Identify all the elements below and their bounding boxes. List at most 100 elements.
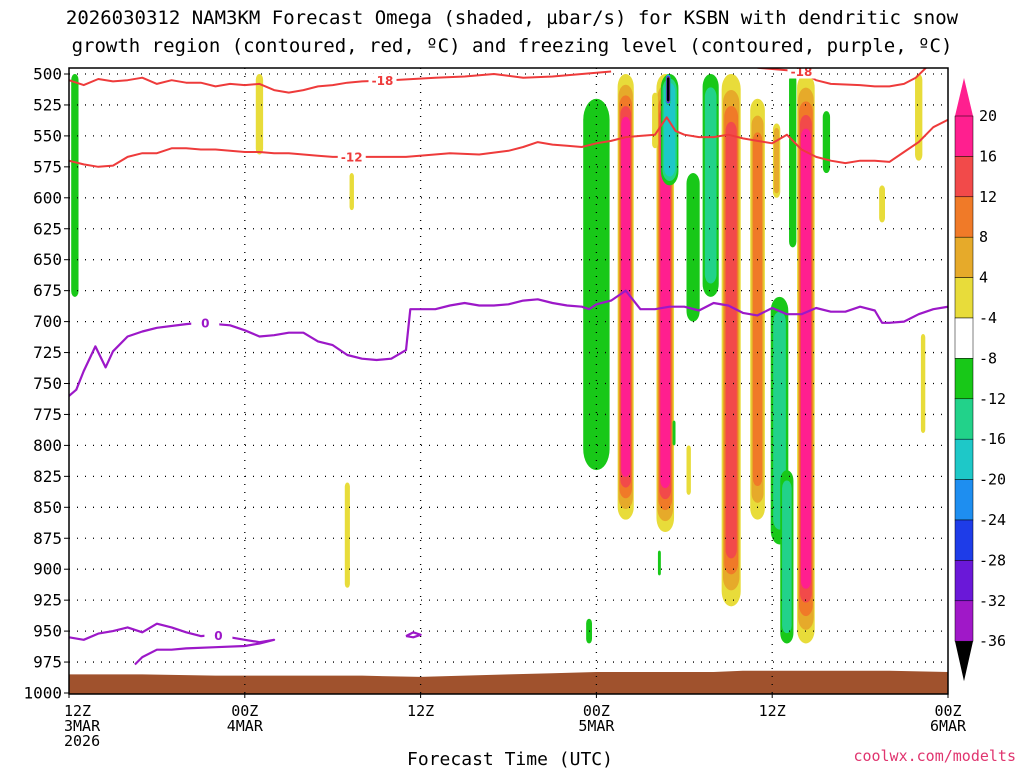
colorbar-label: -32: [979, 592, 1006, 610]
y-tick-label: 825: [33, 467, 62, 486]
contour-label: -12: [341, 150, 363, 164]
x-tick-label: 00Z: [583, 702, 610, 720]
omega-shade-band: [704, 87, 717, 284]
omega-shade-band: [672, 420, 676, 446]
x-tick-label: 12Z: [64, 702, 91, 720]
y-tick-label: 850: [33, 498, 62, 517]
omega-shade-band: [664, 82, 676, 177]
omega-shade-band: [349, 173, 354, 211]
chart-title-line2: growth region (contoured, red, ºC) and f…: [72, 35, 953, 57]
colorbar-label: 12: [979, 188, 997, 206]
omega-feature: [657, 550, 661, 576]
colorbar-label: -12: [979, 390, 1006, 408]
temperature-contours: -18 -18 -12 0 0: [69, 65, 948, 666]
colorbar-top-arrow: [955, 78, 973, 116]
omega-shade-band: [822, 111, 831, 174]
colorbar-label: 8: [979, 228, 988, 246]
y-tick-label: 1000: [23, 684, 62, 703]
y-tick-label: 575: [33, 157, 62, 176]
omega-feature: [915, 74, 923, 161]
y-tick-label: 975: [33, 653, 62, 672]
omega-feature: [750, 98, 765, 520]
omega-feature: [920, 333, 926, 434]
y-tick-label: 500: [33, 65, 62, 84]
y-tick-label: 725: [33, 343, 62, 362]
colorbar-label: -8: [979, 349, 997, 367]
y-axis-ticks: 500 525 550 575 600 625 650 675 700 725 750 775 800 8…: [23, 65, 69, 703]
y-tick-label: 625: [33, 219, 62, 238]
colorbar-segment: [954, 236, 974, 278]
colorbar-segment: [954, 600, 974, 642]
x-tick-label: 3MAR: [64, 717, 101, 735]
colorbar-segment: [954, 115, 974, 157]
omega-shade-band: [657, 550, 661, 576]
omega-shade-band: [920, 333, 926, 434]
contour-label: -18: [791, 65, 813, 79]
credit-link[interactable]: coolwx.com/modelts: [853, 747, 1016, 765]
colorbar-segment: [954, 358, 974, 400]
colorbar-segment: [954, 277, 974, 319]
contour-line: [69, 289, 948, 397]
omega-feature: [822, 111, 831, 174]
omega-shade-band: [800, 128, 811, 589]
y-tick-label: 925: [33, 591, 62, 610]
omega-feature: [686, 173, 700, 322]
omega-feature: [780, 470, 794, 644]
y-tick-label: 875: [33, 529, 62, 548]
y-tick-label: 775: [33, 405, 62, 424]
x-tick-label: 2026: [64, 732, 100, 750]
x-tick-label: 4MAR: [227, 717, 264, 735]
colorbar-label: -28: [979, 551, 1006, 569]
omega-shade-band: [782, 480, 792, 634]
omega-shade-band: [666, 77, 670, 102]
colorbar-label: 4: [979, 269, 988, 287]
omega-feature: [702, 74, 719, 297]
omega-feature: [617, 74, 634, 520]
omega-shade-band: [686, 445, 691, 495]
contour-label-bg: [204, 628, 233, 643]
omega-feature: [686, 445, 691, 495]
contour-label: 0: [201, 317, 209, 331]
y-tick-label: 800: [33, 436, 62, 455]
omega-colorbar: 20 16 12 8 4 -4 -8 -12 -16 -20 -24 -28 -32 -36: [954, 78, 1006, 682]
colorbar-segment: [954, 519, 974, 561]
x-tick-label: 00Z: [934, 702, 961, 720]
omega-feature: [255, 74, 264, 155]
omega-shading: [71, 74, 926, 644]
colorbar-segment: [954, 196, 974, 238]
omega-shade-band: [71, 74, 79, 297]
contour-label: -18: [372, 74, 394, 88]
omega-shade-band: [344, 482, 350, 588]
omega-feature: [349, 173, 354, 211]
contour-line: [757, 68, 927, 88]
y-tick-label: 750: [33, 374, 62, 393]
terrain-area: [69, 670, 948, 694]
y-tick-label: 950: [33, 622, 62, 641]
colorbar-label: -24: [979, 511, 1006, 529]
omega-shade-band: [879, 185, 886, 223]
omega-shade-band: [773, 127, 780, 194]
contour-line: [69, 70, 612, 94]
colorbar-label: 16: [979, 147, 997, 165]
contour-label-bg: [368, 73, 397, 88]
omega-feature: [797, 74, 815, 644]
x-axis-label: Forecast Time (UTC): [407, 749, 613, 768]
colorbar-label: -4: [979, 309, 997, 327]
omega-shade-band: [660, 117, 671, 489]
contour-label-bg: [337, 149, 366, 164]
omega-feature: [772, 123, 781, 198]
omega-shade-band: [725, 121, 737, 559]
colorbar-segment: [954, 398, 974, 440]
y-tick-label: 525: [33, 95, 62, 114]
x-tick-label: 6MAR: [930, 717, 967, 735]
colorbar-bottom-arrow: [955, 641, 973, 682]
colorbar-segment: [954, 560, 974, 602]
contour-line: [69, 622, 276, 666]
plot-frame: [68, 67, 949, 695]
colorbar-segment: [954, 317, 974, 359]
x-tick-label: 12Z: [759, 702, 786, 720]
omega-feature: [660, 74, 679, 186]
omega-feature: [879, 185, 886, 223]
